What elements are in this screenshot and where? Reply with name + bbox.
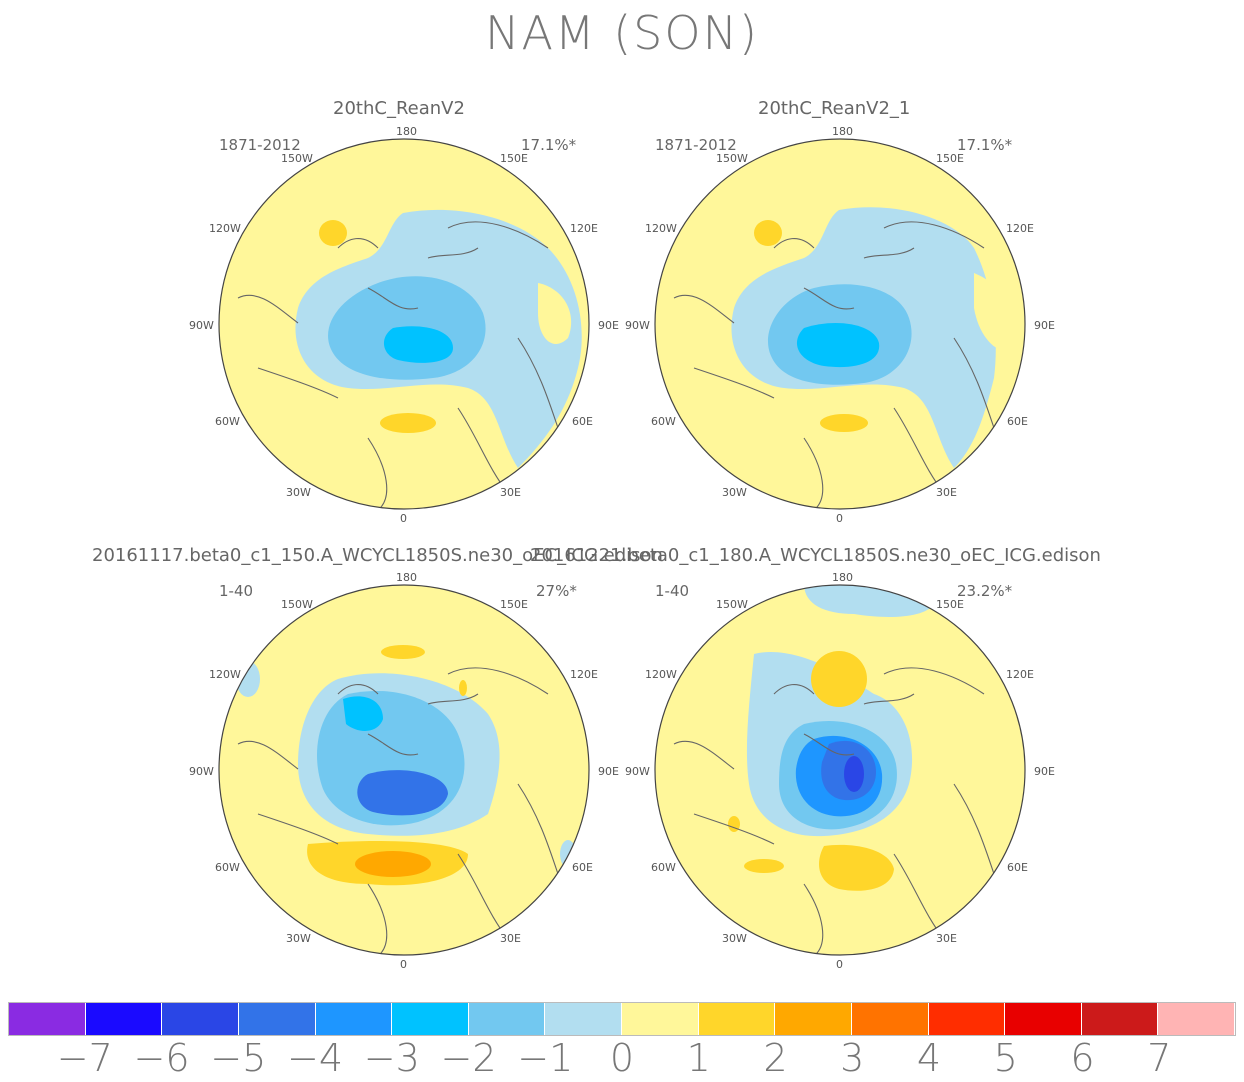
panel-1-lon-60w: 60W: [215, 415, 240, 428]
panel-4-lon-120w: 120W: [645, 668, 677, 681]
panel-1-lon-0: 0: [400, 512, 407, 525]
panel-3-lon-180: 180: [396, 571, 417, 584]
panel-2-lon-120e: 120E: [1006, 222, 1034, 235]
colorbar-swatch: [238, 1003, 316, 1035]
colorbar-label: 7: [1147, 1036, 1172, 1080]
colorbar-swatch: [162, 1003, 239, 1035]
colorbar-swatch: [85, 1003, 163, 1035]
panel-2-lon-90e: 90E: [1034, 319, 1055, 332]
panel-2-lon-30w: 30W: [722, 486, 747, 499]
colorbar-swatch: [851, 1003, 929, 1035]
panel-2-lon-180: 180: [832, 125, 853, 138]
panel-2-lon-60e: 60E: [1007, 415, 1028, 428]
panel-2-lon-120w: 120W: [645, 222, 677, 235]
panel-3-lon-150w: 150W: [281, 598, 313, 611]
panel-2-lon-150w: 150W: [716, 152, 748, 165]
panel-1-lon-90w: 90W: [189, 319, 214, 332]
panel-3-lon-60w: 60W: [215, 861, 240, 874]
colorbar-label: −1: [517, 1036, 574, 1080]
colorbar-swatch: [775, 1003, 852, 1035]
panel-3-lon-120w: 120W: [209, 668, 241, 681]
panel-2-variance: 17.1%*: [957, 136, 1013, 154]
panel-1-lon-60e: 60E: [572, 415, 593, 428]
panel-4-lon-60w: 60W: [651, 861, 676, 874]
panel-4-lon-60e: 60E: [1007, 861, 1028, 874]
colorbar-swatch: [545, 1003, 622, 1035]
colorbar-label: −4: [286, 1036, 344, 1080]
panel-2-period: 1871-2012: [655, 136, 737, 154]
panel-2-map: [654, 138, 1026, 510]
panel-4-lon-120e: 120E: [1006, 668, 1034, 681]
panel-2-title: 20thC_ReanV2_1: [758, 98, 911, 119]
colorbar-label: −6: [133, 1036, 190, 1080]
colorbar-label: 1: [686, 1036, 711, 1080]
panel-3-lon-90e: 90E: [598, 765, 619, 778]
panel-1-variance: 17.1%*: [521, 136, 577, 154]
panel-3-lon-30e: 30E: [500, 932, 521, 945]
panel-3-lon-120e: 120E: [570, 668, 598, 681]
colorbar-swatch: [622, 1003, 699, 1035]
colorbar-label: 2: [763, 1036, 788, 1080]
colorbar-swatch: [392, 1003, 469, 1035]
colorbar-label: 5: [993, 1036, 1018, 1080]
colorbar-label: 0: [609, 1036, 635, 1080]
panel-3-period: 1-40: [219, 582, 254, 600]
panel-4-lon-30e: 30E: [936, 932, 957, 945]
panel-2-lon-0: 0: [836, 512, 843, 525]
panel-1-lon-150w: 150W: [281, 152, 313, 165]
colorbar-label: 3: [840, 1036, 865, 1080]
panel-4-period: 1-40: [655, 582, 690, 600]
panel-4-lon-150e: 150E: [936, 598, 964, 611]
panel-4-title: 20161221.beta0_c1_180.A_WCYCL1850S.ne30_…: [530, 545, 1101, 566]
panel-4-lon-180: 180: [832, 571, 853, 584]
panel-3-lon-150e: 150E: [500, 598, 528, 611]
colorbar-label: −7: [56, 1036, 113, 1080]
colorbar-label: −5: [210, 1036, 267, 1080]
panel-2-lon-90w: 90W: [625, 319, 650, 332]
panel-3-lon-90w: 90W: [189, 765, 214, 778]
panel-1-period: 1871-2012: [219, 136, 301, 154]
panel-1-lon-180: 180: [396, 125, 417, 138]
figure-title: NAM (SON): [485, 6, 759, 60]
colorbar-swatch: [468, 1003, 546, 1035]
colorbar-swatch: [1005, 1003, 1082, 1035]
panel-2-lon-60w: 60W: [651, 415, 676, 428]
panel-4-lon-150w: 150W: [716, 598, 748, 611]
panel-3-map: [218, 584, 590, 956]
panel-3-variance: 27%*: [536, 582, 577, 600]
panel-1-lon-30w: 30W: [286, 486, 311, 499]
panel-3-title: 20161117.beta0_c1_150.A_WCYCL1850S.ne30_…: [92, 545, 663, 566]
colorbar-swatch: [315, 1003, 393, 1035]
panel-4-map: [654, 584, 1026, 956]
colorbar-labels: −7 −6 −5 −4 −3 −2 −1 0 1 2 3 4 5 6 7: [0, 1036, 1244, 1082]
colorbar-swatch: [1081, 1003, 1159, 1035]
panel-4-lon-90w: 90W: [625, 765, 650, 778]
panel-1-lon-150e: 150E: [500, 152, 528, 165]
panel-2-lon-150e: 150E: [936, 152, 964, 165]
colorbar-label: 6: [1070, 1036, 1095, 1080]
panel-1-lon-120e: 120E: [570, 222, 598, 235]
colorbar-label: −3: [363, 1036, 420, 1080]
colorbar-swatch: [9, 1003, 86, 1035]
panel-1-map: [218, 138, 590, 510]
panel-1-lon-120w: 120W: [209, 222, 241, 235]
colorbar-swatch: [1158, 1003, 1235, 1035]
colorbar-swatch: [928, 1003, 1006, 1035]
colorbar-label: −2: [440, 1036, 497, 1080]
panel-4-lon-0: 0: [836, 958, 843, 971]
colorbar-label: 4: [916, 1036, 942, 1080]
panel-3-lon-30w: 30W: [286, 932, 311, 945]
panel-1-lon-90e: 90E: [598, 319, 619, 332]
colorbar-swatch: [698, 1003, 776, 1035]
colorbar: [8, 1002, 1236, 1036]
panel-3-lon-0: 0: [400, 958, 407, 971]
panel-4-variance: 23.2%*: [957, 582, 1013, 600]
panel-4-lon-90e: 90E: [1034, 765, 1055, 778]
panel-1-title: 20thC_ReanV2: [333, 98, 465, 119]
panel-1-lon-30e: 30E: [500, 486, 521, 499]
panel-2-lon-30e: 30E: [936, 486, 957, 499]
panel-3-lon-60e: 60E: [572, 861, 593, 874]
panel-4-lon-30w: 30W: [722, 932, 747, 945]
